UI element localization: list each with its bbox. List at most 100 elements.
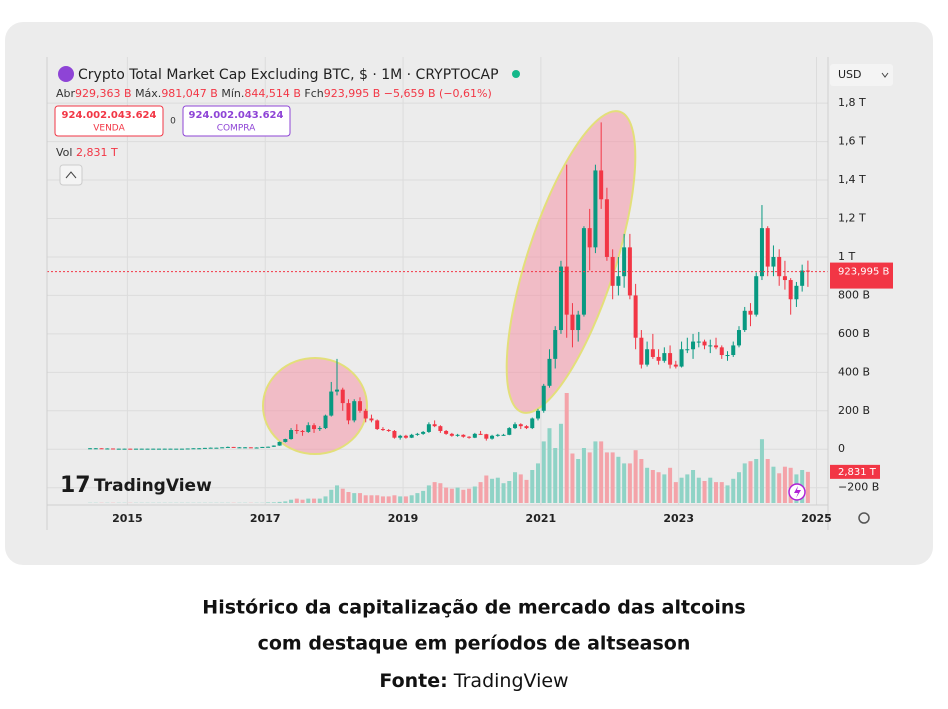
candle-body — [438, 426, 443, 431]
label: Abr — [56, 87, 76, 100]
volume-bar — [714, 482, 719, 503]
y-tick-label: 0 — [838, 442, 845, 455]
volume-bar — [553, 448, 558, 503]
volume-bar — [392, 495, 397, 503]
candle-body — [105, 448, 110, 450]
candle-body — [725, 355, 730, 357]
volume-bar — [788, 467, 793, 503]
y-tick-label: 1,2 T — [838, 212, 866, 225]
tv-icon: 17 — [60, 473, 91, 498]
candle-body — [340, 389, 345, 404]
candle-body — [754, 276, 759, 315]
volume-bar — [409, 495, 414, 503]
volume-bar — [782, 466, 787, 503]
x-tick-label: 2023 — [663, 512, 694, 525]
volume-bar — [662, 474, 667, 503]
volume-bar — [403, 496, 408, 503]
volume-bar — [363, 495, 368, 503]
volume-bar — [639, 459, 644, 503]
y-tick-label: 200 B — [838, 404, 870, 417]
candle-body — [645, 349, 650, 365]
volume-bar — [805, 471, 810, 503]
volume-bar — [558, 423, 563, 503]
candle-body — [369, 418, 374, 421]
currency-select[interactable] — [830, 64, 893, 86]
volume-bar — [633, 450, 638, 503]
volume-bar — [541, 441, 546, 503]
candle-body — [805, 270, 810, 272]
volume-bar — [513, 472, 518, 503]
candle-body — [564, 266, 569, 315]
candle-body — [392, 430, 397, 438]
volume-bar — [650, 470, 655, 503]
logo: TradingView — [94, 476, 212, 496]
y-tick-label: 1 T — [838, 250, 855, 263]
y-tick-label: 1,8 T — [838, 96, 866, 109]
volume-bar — [490, 478, 495, 503]
volume-bar — [576, 459, 581, 503]
chevron — [881, 72, 889, 78]
volume-bar — [306, 498, 311, 503]
candle-body — [151, 448, 156, 450]
candle-body — [673, 364, 678, 367]
volume-bar — [673, 482, 678, 503]
volume-bar — [731, 478, 736, 503]
change: −5,659 B (−0,61%) — [384, 87, 492, 100]
y-tick-label: 800 B — [838, 288, 870, 301]
candle-body — [604, 199, 609, 257]
sell-button[interactable] — [54, 105, 164, 137]
volume-bar — [668, 467, 673, 503]
candle-body — [800, 270, 805, 286]
candle-body — [691, 341, 696, 350]
candle-body — [174, 448, 179, 450]
volume-bar — [604, 452, 609, 503]
buy-button[interactable] — [182, 105, 291, 137]
candle-body — [93, 448, 98, 450]
volume-bar — [444, 487, 449, 503]
volume-bar — [455, 487, 460, 503]
volume-bar — [771, 466, 776, 503]
volume-bar — [334, 485, 340, 503]
volume-bar — [300, 499, 305, 503]
y-tick-label: −200 B — [838, 481, 879, 494]
volume-bar — [398, 496, 403, 503]
volume-bar — [472, 486, 477, 503]
sell-price: 924.002.043.624 — [62, 110, 157, 121]
candle-body — [260, 446, 265, 448]
candle-body — [122, 448, 127, 450]
candle-body — [547, 358, 552, 386]
volume-bar — [587, 452, 592, 503]
volume-bar — [564, 393, 569, 503]
candle-body — [156, 448, 161, 450]
candle-body — [214, 447, 219, 449]
candle-body — [449, 433, 454, 436]
volume-bar — [507, 481, 512, 503]
volume-bar — [283, 501, 288, 503]
candle-body — [708, 345, 713, 347]
candle-body — [266, 446, 271, 448]
volume-bar — [438, 483, 443, 503]
settings-icon[interactable] — [858, 512, 870, 524]
candle-body — [467, 436, 472, 438]
candle-body — [237, 447, 242, 449]
candle-body — [759, 228, 764, 277]
volume-bar — [294, 498, 299, 503]
volume-bar — [685, 474, 690, 503]
volume-bar — [375, 495, 380, 503]
buy-label: COMPRA — [217, 124, 256, 134]
candle-body — [788, 280, 793, 300]
volume-bar — [357, 493, 362, 503]
candle-body — [656, 356, 661, 361]
volume-bar — [742, 463, 747, 503]
candle-body — [248, 447, 253, 449]
candle-body — [386, 430, 391, 432]
collapse-button[interactable] — [59, 164, 83, 186]
candle-body — [593, 170, 598, 248]
volume-bar — [622, 463, 627, 503]
candle-body — [415, 433, 420, 435]
volume-bar — [696, 477, 701, 503]
last-price-tag — [830, 262, 893, 289]
chart-title: Crypto Total Market Cap Excluding BTC, $… — [78, 67, 499, 83]
value: 929,363 B — [75, 87, 132, 100]
